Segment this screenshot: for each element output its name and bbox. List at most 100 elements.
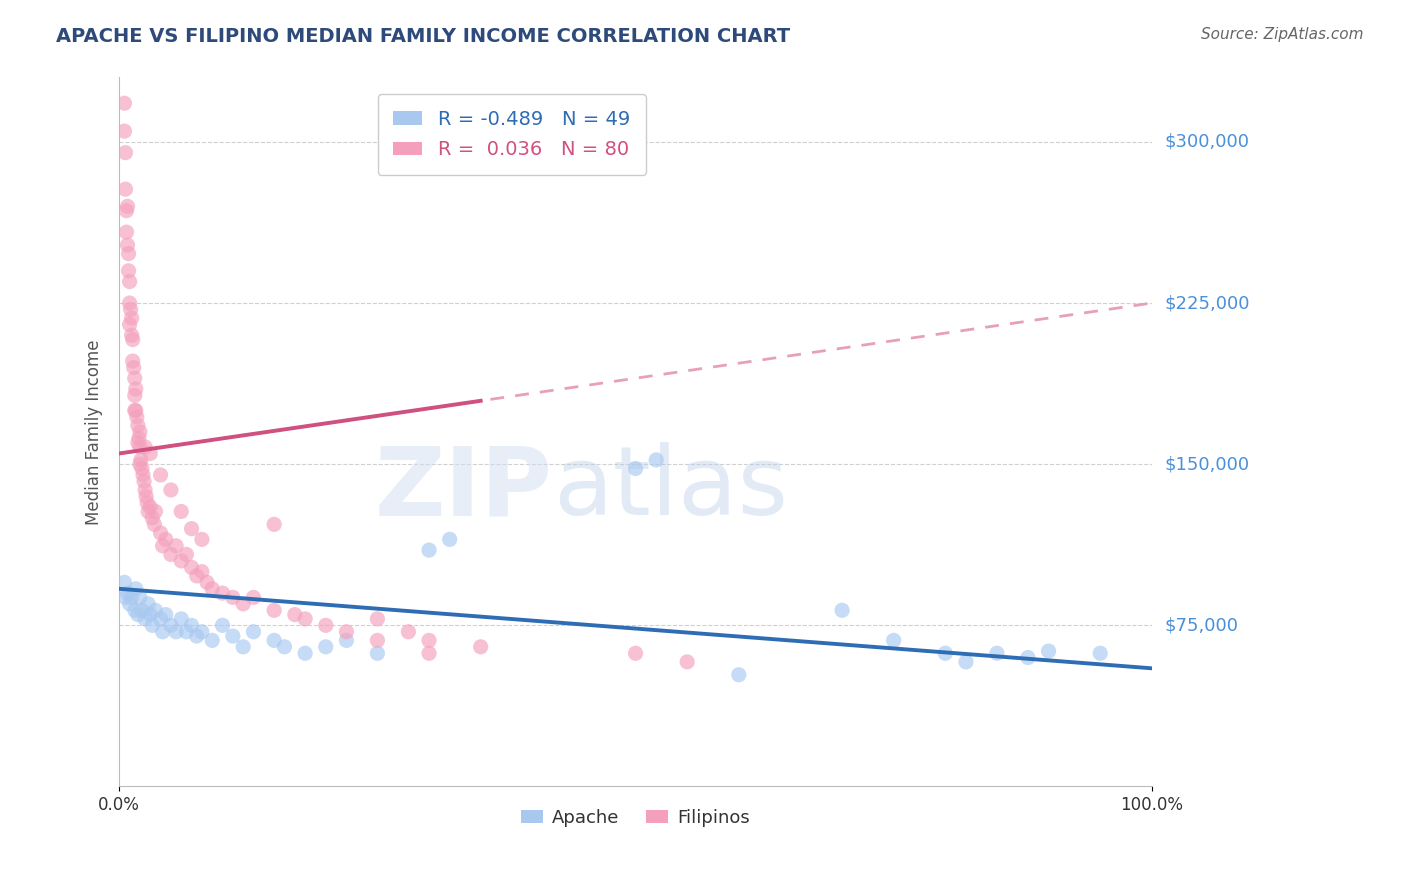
Point <box>129 425 152 439</box>
Point <box>284 607 307 622</box>
Point <box>117 246 139 260</box>
Text: $300,000: $300,000 <box>1164 133 1249 151</box>
Point <box>129 591 152 605</box>
Point <box>114 96 136 111</box>
Point <box>115 203 138 218</box>
Point <box>176 624 198 639</box>
Point <box>418 633 440 648</box>
Point <box>232 640 254 654</box>
Point <box>134 440 156 454</box>
Text: $75,000: $75,000 <box>1164 616 1239 634</box>
Point <box>129 440 152 454</box>
Point <box>883 633 905 648</box>
Point <box>114 145 136 160</box>
Point <box>470 640 492 654</box>
Point <box>124 603 146 617</box>
Legend: Apache, Filipinos: Apache, Filipinos <box>515 802 756 834</box>
Point <box>125 409 148 424</box>
Point <box>170 504 193 518</box>
Point <box>124 371 146 385</box>
Point <box>145 603 167 617</box>
Point <box>396 624 419 639</box>
Point <box>211 586 233 600</box>
Point <box>152 624 174 639</box>
Point <box>645 453 668 467</box>
Point <box>335 633 357 648</box>
Point <box>125 382 148 396</box>
Point <box>136 597 159 611</box>
Point <box>191 533 214 547</box>
Point <box>186 569 208 583</box>
Point <box>727 667 749 681</box>
Point <box>121 354 143 368</box>
Point <box>118 597 141 611</box>
Point <box>139 500 162 515</box>
Point <box>139 446 162 460</box>
Point <box>139 607 162 622</box>
Point <box>117 264 139 278</box>
Point <box>118 318 141 332</box>
Text: $150,000: $150,000 <box>1164 455 1250 473</box>
Point <box>186 629 208 643</box>
Point <box>222 629 245 643</box>
Point <box>115 225 138 239</box>
Point <box>955 655 977 669</box>
Point <box>121 333 143 347</box>
Point <box>117 199 139 213</box>
Text: $225,000: $225,000 <box>1164 294 1250 312</box>
Point <box>273 640 295 654</box>
Point <box>676 655 699 669</box>
Point <box>122 360 145 375</box>
Point <box>121 591 143 605</box>
Point <box>439 533 461 547</box>
Point <box>624 646 647 660</box>
Text: Source: ZipAtlas.com: Source: ZipAtlas.com <box>1201 27 1364 42</box>
Point <box>141 618 163 632</box>
Point <box>129 457 152 471</box>
Point <box>201 633 224 648</box>
Y-axis label: Median Family Income: Median Family Income <box>86 339 103 524</box>
Point <box>335 624 357 639</box>
Point <box>117 586 139 600</box>
Point <box>118 275 141 289</box>
Point <box>1038 644 1060 658</box>
Point <box>180 522 202 536</box>
Point <box>121 311 143 326</box>
Point <box>222 591 245 605</box>
Text: APACHE VS FILIPINO MEDIAN FAMILY INCOME CORRELATION CHART: APACHE VS FILIPINO MEDIAN FAMILY INCOME … <box>56 27 790 45</box>
Point <box>132 475 155 489</box>
Point <box>176 548 198 562</box>
Point <box>315 640 337 654</box>
Point <box>129 453 152 467</box>
Point <box>160 483 183 497</box>
Point <box>624 461 647 475</box>
Point <box>418 543 440 558</box>
Point <box>191 624 214 639</box>
Point <box>136 504 159 518</box>
Point <box>191 565 214 579</box>
Point <box>149 612 172 626</box>
Point <box>118 296 141 310</box>
Point <box>211 618 233 632</box>
Point <box>149 525 172 540</box>
Point <box>135 490 157 504</box>
Point <box>124 403 146 417</box>
Point <box>127 435 149 450</box>
Point <box>131 603 153 617</box>
Point <box>232 597 254 611</box>
Point <box>128 431 150 445</box>
Point <box>124 388 146 402</box>
Point <box>315 618 337 632</box>
Point <box>263 633 285 648</box>
Point <box>366 633 388 648</box>
Point <box>170 612 193 626</box>
Point <box>141 511 163 525</box>
Point <box>1017 650 1039 665</box>
Point <box>121 328 143 343</box>
Point <box>114 182 136 196</box>
Point <box>986 646 1008 660</box>
Point <box>160 618 183 632</box>
Point <box>165 624 187 639</box>
Point <box>180 618 202 632</box>
Point <box>134 612 156 626</box>
